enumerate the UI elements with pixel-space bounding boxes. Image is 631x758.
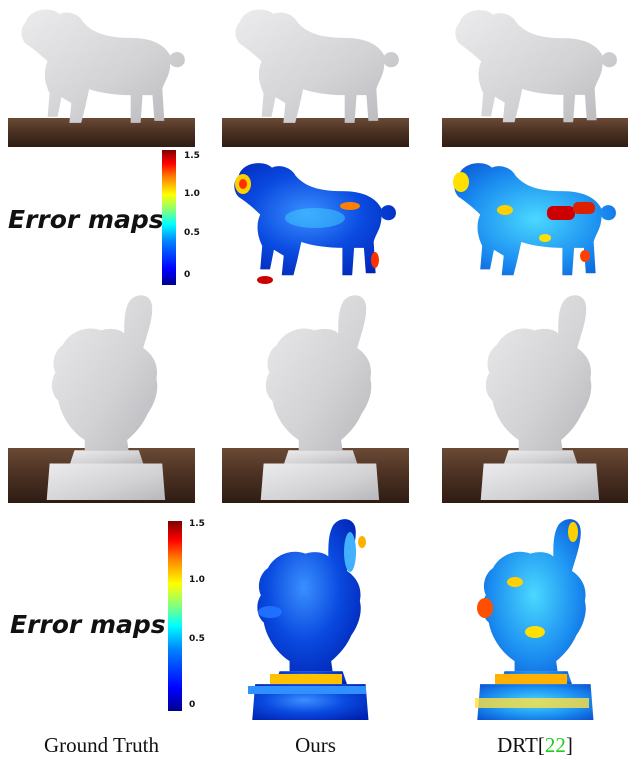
lion-error-map-drt [445,148,625,288]
colorbar-lion-tick: 1.5 [184,151,200,161]
citation-link[interactable]: 22 [544,733,566,757]
lion-ground-truth-photo [8,2,195,147]
thumb-drt-photo [442,288,628,503]
thumb-ours-photo [222,288,409,503]
caption-ground-truth: Ground Truth [44,733,159,757]
thumb-ground-truth-photo [8,288,195,503]
colorbar-thumb-tick: 0.5 [189,634,205,644]
thumb-error-map-ours [230,512,385,720]
thumb-error-map-drt [455,512,610,720]
colorbar-lion [162,150,176,285]
caption-drt-suffix: ] [565,733,573,757]
caption-ours: Ours [295,733,336,757]
error-maps-label-lion: Error maps [8,205,164,234]
colorbar-thumb-tick: 1.5 [189,519,205,529]
colorbar-lion-tick: 0.5 [184,228,200,238]
colorbar-lion-tick: 0 [184,270,191,280]
colorbar-thumb [168,521,182,711]
lion-ours-photo [222,2,409,147]
colorbar-lion-tick: 1.0 [184,189,200,199]
caption-drt: DRT[22] [442,733,628,758]
colorbar-thumb-tick: 1.0 [189,575,205,585]
caption-drt-prefix: DRT[ [497,733,545,757]
lion-error-map-ours [225,148,405,288]
lion-drt-photo [442,2,628,147]
error-maps-label-thumb: Error maps [10,610,166,639]
colorbar-thumb-tick: 0 [189,700,196,710]
